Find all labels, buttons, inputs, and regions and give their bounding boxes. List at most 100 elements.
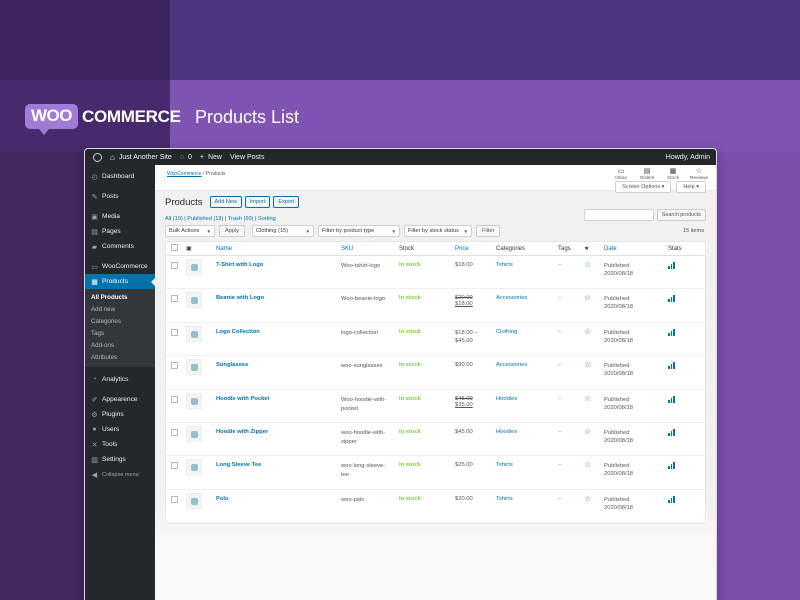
reviews-button[interactable]: ☆ Reviews: [686, 165, 712, 181]
featured-star-icon[interactable]: ☆: [584, 393, 592, 403]
product-thumbnail[interactable]: [186, 425, 202, 442]
submenu-tags[interactable]: Tags: [91, 329, 105, 337]
stock-button[interactable]: ▦ Stock: [660, 165, 686, 181]
product-name-link[interactable]: Logo Collection: [216, 328, 260, 335]
menu-dashboard[interactable]: ◴ Dashboard: [85, 169, 155, 184]
menu-posts[interactable]: ✎ Posts: [85, 189, 155, 204]
product-name-link[interactable]: Beanie with Logo: [216, 295, 264, 302]
help-button[interactable]: Help ▾: [676, 181, 706, 193]
date-column-header[interactable]: Date: [604, 245, 617, 252]
product-thumbnail[interactable]: [186, 359, 202, 376]
row-checkbox[interactable]: [171, 462, 178, 470]
product-type-filter-select[interactable]: Filter by product type ▼: [318, 225, 400, 237]
featured-star-icon[interactable]: ☆: [584, 360, 592, 370]
category-link[interactable]: Tshirts: [496, 495, 513, 502]
menu-woocommerce[interactable]: ▭ WooCommerce: [85, 259, 155, 274]
featured-star-icon[interactable]: ☆: [584, 426, 592, 436]
stats-bar-icon[interactable]: [668, 495, 675, 503]
product-name-link[interactable]: T-Shirt with Logo: [216, 262, 264, 268]
row-checkbox[interactable]: [171, 328, 178, 336]
category-link[interactable]: Accessories: [496, 362, 528, 369]
submenu-all-products[interactable]: All Products: [91, 293, 128, 301]
site-name-link[interactable]: ⌂ Just Another Site: [110, 153, 172, 162]
menu-settings[interactable]: ▥ Settings: [85, 452, 155, 467]
menu-tools[interactable]: ✕ Tools: [85, 437, 155, 452]
select-all-checkbox[interactable]: [171, 244, 178, 251]
menu-users[interactable]: ● Users: [85, 422, 155, 437]
product-thumbnail[interactable]: [186, 325, 202, 342]
submenu-add-ons[interactable]: Add-ons: [91, 341, 115, 349]
menu-products[interactable]: ▦ Products: [85, 274, 155, 289]
view-trash-link[interactable]: Trash (60): [227, 216, 254, 222]
category-link[interactable]: Tshirts: [496, 462, 513, 469]
collapse-menu-button[interactable]: ◀ Collapse menu: [85, 467, 155, 482]
filter-button[interactable]: Filter: [476, 225, 501, 237]
featured-star-icon[interactable]: ☆: [584, 293, 592, 303]
submenu-add-new[interactable]: Add new: [91, 305, 116, 313]
export-button[interactable]: Export: [273, 196, 300, 208]
new-content-link[interactable]: + New: [200, 154, 222, 161]
featured-star-icon[interactable]: ☆: [584, 326, 592, 336]
stock-status-filter-select[interactable]: Filter by stock status ▼: [404, 225, 472, 237]
add-new-button[interactable]: Add New: [209, 196, 242, 208]
product-name-link[interactable]: Hoodie with Zipper: [216, 428, 269, 435]
view-all-link[interactable]: All (19): [165, 216, 183, 222]
featured-star-icon[interactable]: ☆: [584, 460, 592, 470]
apply-button[interactable]: Apply: [219, 225, 245, 237]
menu-plugins[interactable]: ⚙ Plugins: [85, 407, 155, 422]
orders-button[interactable]: ▤ Orders: [634, 165, 660, 181]
category-link[interactable]: Accessories: [496, 295, 528, 302]
sku-column-header[interactable]: SKU: [341, 245, 354, 252]
row-checkbox[interactable]: [171, 395, 178, 403]
search-products-button[interactable]: Search products: [656, 209, 706, 221]
screen-options-button[interactable]: Screen Options ▾: [615, 181, 672, 193]
category-link[interactable]: Hoodies: [496, 395, 518, 402]
view-posts-link[interactable]: View Posts: [229, 153, 265, 161]
product-thumbnail[interactable]: [186, 292, 202, 309]
name-column-header[interactable]: Name: [216, 245, 233, 252]
account-link[interactable]: Howdy, Admin: [665, 153, 710, 161]
row-checkbox[interactable]: [171, 362, 178, 370]
product-name-link[interactable]: Sunglasses: [216, 362, 249, 369]
import-button[interactable]: Import: [244, 196, 271, 208]
view-published-link[interactable]: Published (19): [187, 216, 224, 222]
menu-analytics[interactable]: ◔ Analytics: [85, 372, 155, 387]
wordpress-logo[interactable]: [93, 152, 102, 162]
inbox-button[interactable]: ▭ Inbox: [608, 165, 634, 181]
row-checkbox[interactable]: [171, 495, 178, 503]
submenu-attributes[interactable]: Attributes: [91, 353, 118, 361]
featured-column-header[interactable]: ★: [584, 246, 590, 252]
breadcrumb-root-link[interactable]: WooCommerce: [167, 171, 202, 177]
featured-star-icon[interactable]: ☆: [584, 493, 592, 503]
product-name-link[interactable]: Hoodie with Pocket: [216, 395, 270, 402]
menu-comments[interactable]: ▰ Comments: [85, 239, 155, 254]
category-link[interactable]: Tshirts: [496, 262, 513, 268]
menu-media[interactable]: ▣ Media: [85, 209, 155, 224]
stats-bar-icon[interactable]: [668, 295, 675, 303]
price-column-header[interactable]: Price: [455, 245, 469, 252]
product-thumbnail[interactable]: [186, 459, 202, 476]
stats-bar-icon[interactable]: [668, 262, 675, 269]
stats-bar-icon[interactable]: [668, 362, 675, 370]
bulk-actions-select[interactable]: Bulk Actions ▼: [165, 225, 215, 237]
menu-pages[interactable]: ▤ Pages: [85, 224, 155, 239]
search-input[interactable]: [583, 209, 654, 221]
category-link[interactable]: Clothing: [496, 328, 518, 335]
view-sorting-link[interactable]: Sorting: [257, 216, 276, 222]
menu-appearance[interactable]: ✐ Appearence: [85, 392, 155, 407]
product-name-link[interactable]: Polo: [216, 495, 229, 502]
row-checkbox[interactable]: [171, 428, 178, 436]
category-link[interactable]: Hoodies: [496, 428, 518, 435]
featured-star-icon[interactable]: ☆: [584, 260, 592, 269]
product-thumbnail[interactable]: [186, 392, 202, 409]
row-checkbox[interactable]: [171, 295, 178, 303]
submenu-categories[interactable]: Categories: [91, 317, 121, 325]
product-name-link[interactable]: Long Sleeve Tee: [216, 462, 262, 469]
category-filter-select[interactable]: Clothing (15) ▼: [252, 225, 314, 237]
row-checkbox[interactable]: [171, 262, 178, 269]
comments-link[interactable]: ◌ 0: [180, 154, 192, 161]
stats-bar-icon[interactable]: [668, 462, 675, 470]
stats-bar-icon[interactable]: [668, 428, 675, 436]
product-thumbnail[interactable]: [186, 259, 202, 275]
stats-bar-icon[interactable]: [668, 395, 675, 403]
